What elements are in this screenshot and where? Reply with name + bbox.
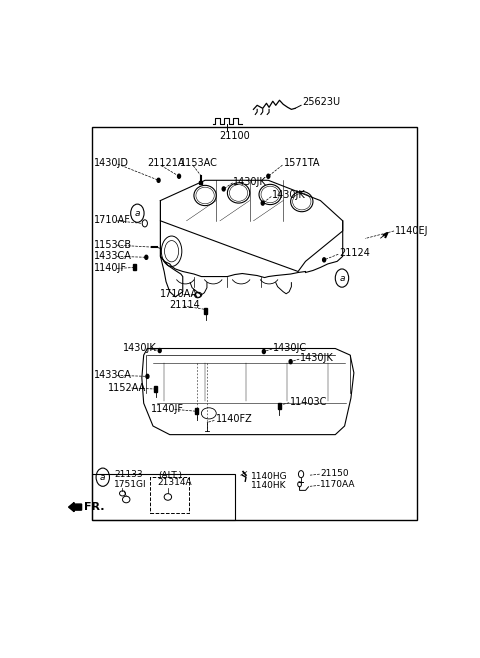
Text: 1140HG: 1140HG [251,472,288,481]
Bar [92,127,417,520]
Text: 21121A: 21121A [147,158,185,168]
Text: 11403C: 11403C [290,397,327,407]
Circle shape [261,201,264,205]
Bar [150,476,189,513]
Text: 1430JK: 1430JK [233,177,267,187]
Text: 1710AF: 1710AF [94,215,131,225]
Circle shape [323,258,325,262]
Bar [204,308,207,314]
Bar [133,265,136,270]
Bar [92,474,235,520]
Bar [195,408,198,415]
Text: 1430JD: 1430JD [94,158,129,168]
Text: 1140FZ: 1140FZ [216,415,252,424]
Circle shape [178,174,180,178]
Circle shape [146,374,149,378]
Text: 21150: 21150 [321,469,349,478]
Text: 1751GI: 1751GI [114,480,146,489]
Text: 1430JC: 1430JC [273,343,307,353]
Text: 1140JF: 1140JF [151,404,184,414]
Text: 21124: 21124 [339,248,370,258]
Circle shape [267,174,270,178]
Text: a: a [339,274,345,282]
Text: 1430JK: 1430JK [272,191,306,201]
Text: a: a [134,209,140,218]
Text: 1170AA: 1170AA [321,480,356,490]
Text: 1153CB: 1153CB [94,240,132,249]
Text: 1152AA: 1152AA [108,382,146,393]
Text: 25623U: 25623U [302,97,340,107]
Text: 21114: 21114 [169,301,200,311]
Text: 1140HK: 1140HK [251,481,287,490]
Text: (ALT.): (ALT.) [158,470,182,480]
Text: 1571TA: 1571TA [284,158,320,168]
Text: 21100: 21100 [219,131,250,141]
Text: 1433CA: 1433CA [94,370,132,380]
Circle shape [145,255,148,259]
Bar [278,403,281,409]
Text: 1140EJ: 1140EJ [395,226,428,236]
Circle shape [222,187,225,191]
Text: 1430JK: 1430JK [122,343,156,353]
Text: a: a [100,472,106,482]
Text: FR.: FR. [84,502,105,512]
Circle shape [158,349,161,353]
Circle shape [263,349,265,353]
Bar [155,386,157,392]
Circle shape [157,178,160,182]
Text: 1140JF: 1140JF [94,263,126,273]
Text: 21314A: 21314A [158,478,192,488]
FancyArrow shape [69,503,82,512]
Text: 21133: 21133 [114,470,143,479]
Bar [199,182,202,184]
Text: 1710AA: 1710AA [160,290,198,299]
Text: 1430JK: 1430JK [300,353,334,363]
Text: 1153AC: 1153AC [180,158,218,168]
Text: 1433CA: 1433CA [94,251,132,261]
Circle shape [289,360,292,364]
